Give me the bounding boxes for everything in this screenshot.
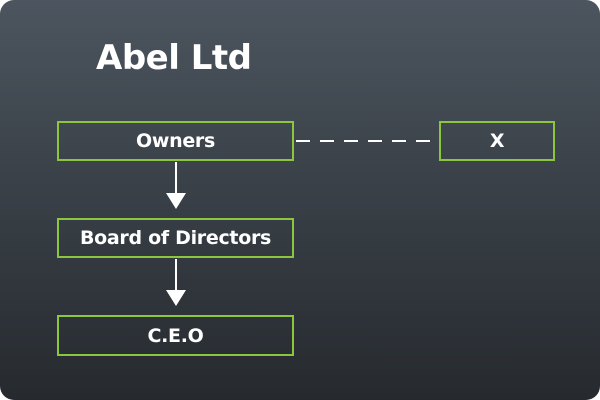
node-x: X <box>439 121 555 161</box>
arrow-owners-board-head <box>166 193 186 209</box>
node-ceo-label: C.E.O <box>147 324 204 347</box>
node-board-of-directors: Board of Directors <box>57 218 294 258</box>
node-x-label: X <box>489 130 505 152</box>
node-owners: Owners <box>57 121 294 161</box>
node-owners-label: Owners <box>136 130 215 152</box>
node-board-label: Board of Directors <box>79 227 272 249</box>
arrow-board-ceo-head <box>166 290 186 306</box>
diagram-title: Abel Ltd <box>96 38 252 78</box>
node-ceo: C.E.O <box>57 315 294 356</box>
